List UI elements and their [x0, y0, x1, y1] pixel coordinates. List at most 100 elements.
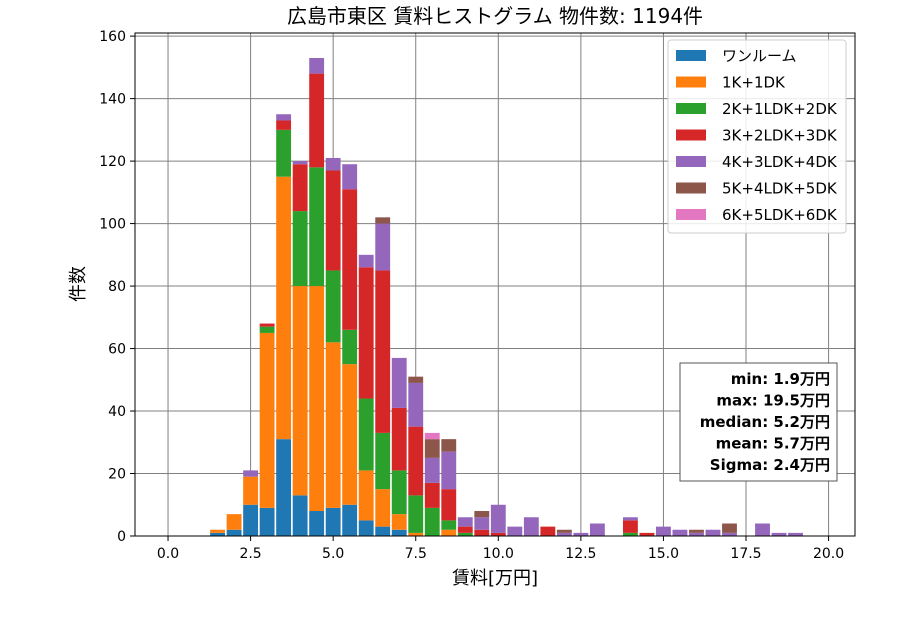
bar-segment-series-4 [722, 532, 737, 536]
x-tick-label: 12.5 [565, 546, 596, 562]
bar-segment-series-4 [309, 57, 325, 74]
bar-segment-series-3 [325, 170, 341, 271]
bar-segment-series-5 [556, 529, 572, 533]
legend-swatch [676, 129, 706, 141]
x-tick-label: 5.0 [322, 546, 344, 562]
bar-segment-series-3 [358, 267, 374, 399]
stats-line: median: 5.2万円 [700, 413, 830, 431]
bar-segment-series-4 [276, 114, 292, 121]
bar-segment-series-3 [474, 529, 490, 536]
bar-segment-series-0 [325, 507, 341, 536]
bar-segment-series-2 [424, 507, 440, 536]
y-tick-label: 40 [108, 404, 126, 420]
bar-segment-series-4 [243, 470, 259, 477]
bar-segment-series-5 [474, 511, 490, 518]
bar-segment-series-2 [259, 326, 275, 333]
y-tick-label: 80 [108, 279, 126, 295]
legend-entry-label: 6K+5LDK+6DK [722, 206, 838, 224]
y-tick-label: 120 [99, 154, 126, 170]
bars [210, 57, 803, 536]
y-axis-ticks: 0 20 40 60 80 100 120 140 160 [99, 29, 135, 545]
y-tick-label: 100 [99, 217, 126, 233]
bar-segment-series-3 [342, 189, 358, 330]
bar-segment-series-3 [441, 489, 457, 521]
bar-segment-series-1 [210, 529, 225, 533]
bar-segment-series-3 [259, 323, 275, 327]
bar-segment-series-4 [771, 532, 787, 536]
bar-segment-series-3 [276, 120, 292, 130]
bar-segment-series-0 [243, 504, 259, 536]
bar-segment-series-2 [292, 211, 308, 287]
stats-line: Sigma: 2.4万円 [710, 456, 830, 474]
stats-line: max: 19.5万円 [716, 392, 830, 410]
x-tick-label: 0.0 [157, 546, 179, 562]
bar-segment-series-6 [424, 432, 440, 440]
bar-segment-series-2 [408, 495, 424, 533]
bar-segment-series-2 [375, 432, 391, 490]
bar-segment-series-3 [457, 526, 473, 533]
bar-segment-series-0 [375, 526, 391, 536]
bar-segment-series-1 [441, 529, 457, 536]
legend-box [667, 39, 847, 234]
bar-segment-series-0 [309, 511, 325, 536]
bar-segment-series-1 [358, 470, 374, 521]
bar-segment-series-0 [342, 504, 358, 536]
x-tick-label: 7.5 [405, 546, 427, 562]
bar-segment-series-4 [441, 451, 457, 490]
legend-entry-label: 5K+4LDK+5DK [722, 180, 838, 198]
bar-segment-series-4 [755, 523, 770, 536]
bar-segment-series-2 [622, 532, 638, 536]
bar-segment-series-1 [226, 514, 242, 530]
bar-segment-series-0 [391, 529, 407, 536]
y-axis-label: 件数 [68, 266, 89, 302]
bar-segment-series-0 [210, 532, 225, 536]
bar-segment-series-3 [490, 532, 506, 536]
bar-segment-series-1 [309, 286, 325, 511]
bar-segment-series-1 [375, 489, 391, 527]
legend-swatch [676, 103, 706, 114]
bar-segment-series-5 [424, 439, 440, 458]
bar-segment-series-1 [276, 176, 292, 440]
bar-segment-series-2 [342, 329, 358, 365]
x-tick-label: 15.0 [648, 546, 679, 562]
bar-segment-series-4 [788, 532, 803, 536]
bar-segment-series-0 [358, 520, 374, 536]
stats-box-frame [679, 362, 838, 482]
bar-segment-series-2 [441, 520, 457, 530]
legend-entry-label: 4K+3LDK+4DK [722, 153, 838, 171]
bar-segment-series-4 [490, 504, 506, 533]
bar-segment-series-4 [672, 529, 688, 536]
bar-segment-series-1 [325, 342, 341, 508]
bar-segment-series-3 [375, 270, 391, 433]
bar-segment-series-3 [540, 526, 556, 536]
bar-segment-series-4 [622, 517, 638, 521]
stats-line: mean: 5.7万円 [716, 435, 830, 453]
y-tick-label: 0 [117, 529, 126, 545]
y-tick-label: 20 [108, 467, 126, 483]
stats-line: min: 1.9万円 [731, 370, 830, 388]
legend-swatch [676, 50, 706, 61]
bar-segment-series-2 [276, 129, 292, 177]
bar-segment-series-4 [408, 382, 424, 427]
x-tick-label: 20.0 [813, 546, 844, 562]
bar-segment-series-0 [276, 439, 292, 536]
bar-segment-series-1 [292, 286, 308, 496]
bar-segment-series-4 [325, 157, 341, 171]
bar-segment-series-2 [391, 470, 407, 515]
bar-segment-series-2 [309, 167, 325, 287]
x-tick-label: 17.5 [730, 546, 761, 562]
bar-segment-series-4 [556, 532, 572, 536]
y-tick-label: 140 [99, 92, 126, 108]
chart-title: 広島市東区 賃料ヒストグラム 物件数: 1194件 [287, 4, 703, 28]
legend: ワンルーム 1K+1DK 2K+1LDK+2DK 3K+2LDK+3DK 4K+3LDK… [667, 39, 847, 234]
bar-segment-series-1 [342, 364, 358, 505]
bar-segment-series-4 [507, 526, 523, 536]
x-axis-ticks: 0.0 2.5 5.0 7.5 10.0 12.5 15.0 17.5 20.0 [157, 536, 844, 562]
y-tick-label: 60 [108, 342, 126, 358]
y-tick-label: 160 [99, 29, 126, 45]
legend-entry-label: 2K+1LDK+2DK [722, 100, 838, 118]
bar-segment-series-2 [325, 270, 341, 343]
bar-segment-series-3 [292, 164, 308, 212]
